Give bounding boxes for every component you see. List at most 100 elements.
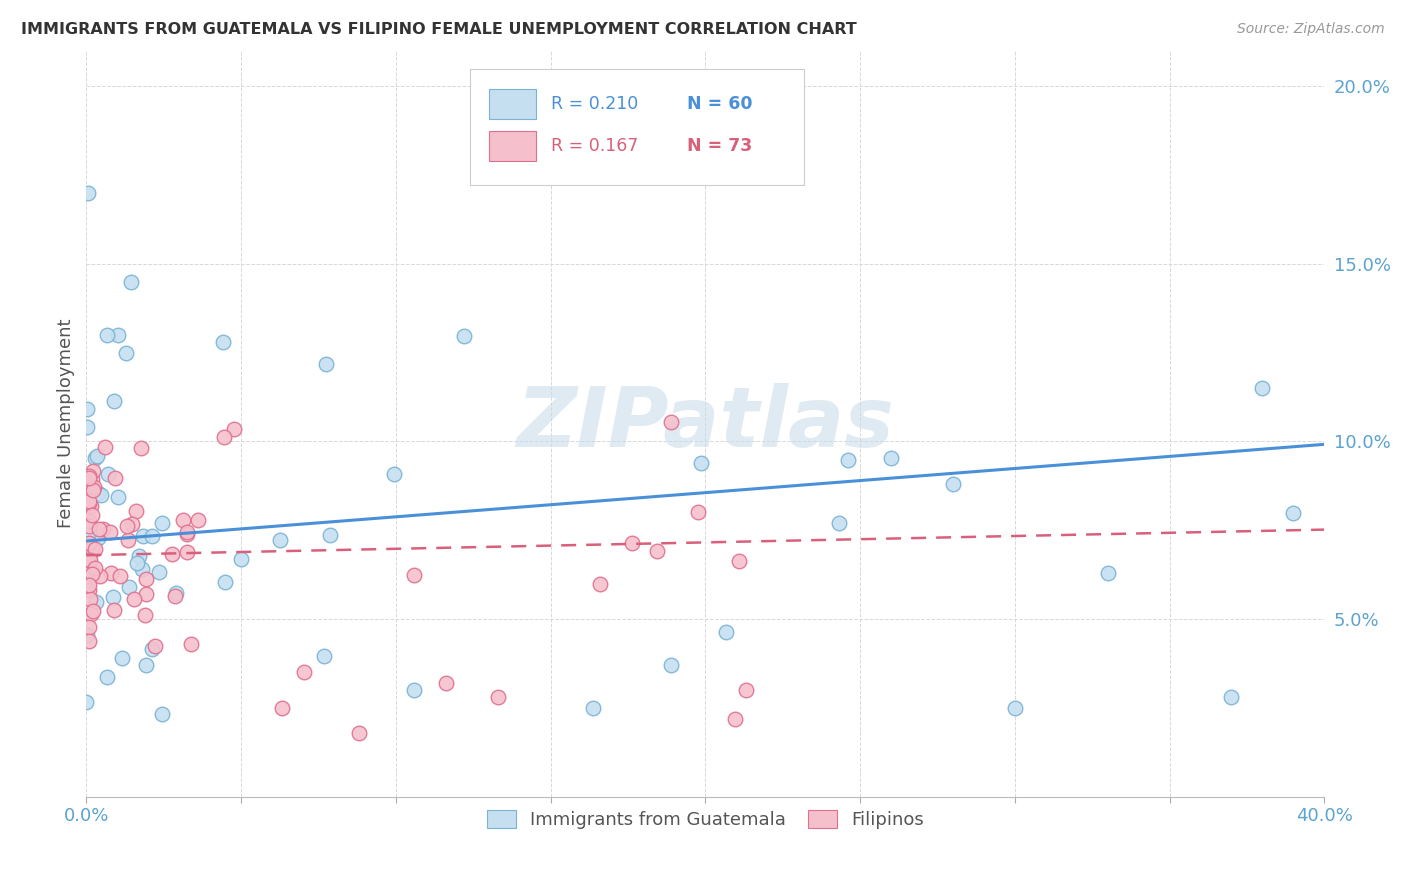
- Point: [103, 590, 125, 604]
- Point: [76, 628, 98, 642]
- Point: [728, 554, 751, 568]
- Point: [125, 556, 148, 570]
- Point: [79, 494, 101, 508]
- Point: [117, 580, 139, 594]
- Point: [79, 468, 101, 483]
- Point: [84, 561, 107, 575]
- Point: [315, 357, 337, 371]
- Point: [79, 557, 101, 571]
- Point: [176, 527, 198, 541]
- Point: [79, 634, 101, 648]
- Point: [404, 683, 426, 698]
- Point: [86, 531, 108, 545]
- Y-axis label: Female Unemployment: Female Unemployment: [58, 319, 75, 528]
- Point: [79, 519, 101, 533]
- Point: [689, 456, 711, 470]
- Point: [176, 545, 198, 559]
- Point: [160, 547, 183, 561]
- Point: [75, 566, 97, 580]
- Point: [180, 637, 202, 651]
- Point: [79, 550, 101, 565]
- Point: [222, 422, 245, 436]
- Point: [131, 442, 153, 456]
- Point: [735, 683, 758, 698]
- Point: [77, 537, 100, 551]
- Point: [83, 542, 105, 557]
- Text: N = 73: N = 73: [686, 137, 752, 155]
- Point: [80, 472, 103, 486]
- Point: [111, 650, 134, 665]
- Point: [582, 701, 605, 715]
- Point: [172, 513, 194, 527]
- Point: [716, 624, 738, 639]
- Point: [150, 516, 173, 530]
- Point: [82, 508, 104, 522]
- Point: [134, 608, 156, 623]
- Point: [82, 464, 104, 478]
- Point: [382, 467, 405, 481]
- Point: [80, 541, 103, 555]
- Point: [91, 522, 114, 536]
- Point: [1251, 381, 1274, 395]
- Point: [121, 516, 143, 531]
- Point: [79, 583, 101, 598]
- Point: [114, 345, 136, 359]
- Point: [76, 186, 98, 200]
- Point: [79, 535, 101, 549]
- Point: [103, 393, 125, 408]
- Point: [79, 471, 101, 485]
- Point: [97, 467, 120, 481]
- Point: [84, 595, 107, 609]
- Point: [269, 533, 291, 547]
- Point: [828, 516, 851, 531]
- Point: [453, 328, 475, 343]
- Point: [86, 450, 108, 464]
- Point: [212, 334, 235, 349]
- Legend: Immigrants from Guatemala, Filipinos: Immigrants from Guatemala, Filipinos: [479, 803, 931, 837]
- Point: [94, 440, 117, 454]
- Point: [124, 504, 146, 518]
- Point: [79, 578, 101, 592]
- Point: [880, 451, 903, 466]
- Point: [83, 480, 105, 494]
- Point: [176, 524, 198, 539]
- Point: [187, 513, 209, 527]
- Point: [349, 726, 371, 740]
- Point: [100, 566, 122, 580]
- Point: [82, 483, 104, 498]
- Point: [661, 658, 683, 673]
- Text: ZIPatlas: ZIPatlas: [516, 384, 894, 464]
- Point: [128, 549, 150, 563]
- Point: [124, 591, 146, 606]
- Point: [148, 565, 170, 579]
- Point: [686, 505, 709, 519]
- Point: [214, 574, 236, 589]
- Point: [132, 529, 155, 543]
- Point: [292, 665, 315, 680]
- Point: [120, 275, 142, 289]
- Point: [79, 496, 101, 510]
- Point: [135, 572, 157, 586]
- Point: [141, 529, 163, 543]
- Point: [79, 562, 101, 576]
- Point: [79, 514, 101, 528]
- Point: [84, 451, 107, 466]
- Point: [659, 415, 682, 429]
- Text: R = 0.167: R = 0.167: [551, 137, 638, 155]
- Bar: [489, 89, 536, 120]
- Point: [79, 553, 101, 567]
- Point: [312, 648, 335, 663]
- FancyBboxPatch shape: [470, 70, 804, 185]
- Point: [79, 620, 101, 634]
- Point: [79, 591, 101, 606]
- Bar: [489, 131, 536, 161]
- Point: [1282, 506, 1305, 520]
- Point: [165, 586, 187, 600]
- Point: [589, 577, 612, 591]
- Point: [75, 554, 97, 568]
- Point: [724, 712, 747, 726]
- Point: [96, 327, 118, 342]
- Point: [436, 676, 458, 690]
- Text: N = 60: N = 60: [686, 95, 752, 113]
- Point: [90, 488, 112, 502]
